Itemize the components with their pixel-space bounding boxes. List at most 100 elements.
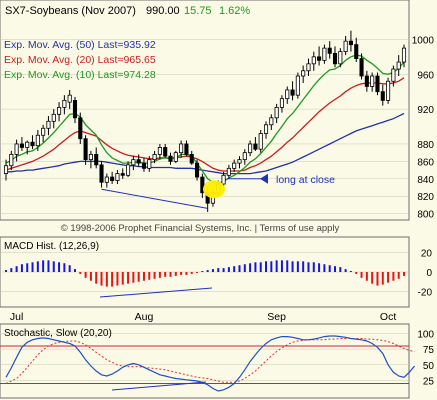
macd-bar (249, 263, 252, 272)
macd-bar (105, 272, 108, 287)
stoch-k-line (5, 335, 416, 392)
macd-bar (132, 272, 135, 283)
macd-bar (73, 269, 76, 272)
candle-body (110, 176, 115, 181)
macd-bar (137, 272, 140, 282)
candle-body (163, 147, 168, 157)
macd-bar (10, 268, 13, 272)
candle-body (83, 138, 88, 161)
candle-body (248, 143, 253, 154)
macd-bar (222, 268, 225, 272)
candle-body (285, 89, 290, 100)
macd-tick-label: 0 (426, 268, 432, 279)
macd-bar (111, 272, 114, 287)
candle-body (232, 162, 237, 169)
macd-bar (201, 271, 204, 272)
candle-body (126, 164, 131, 176)
macd-bar (227, 267, 230, 272)
macd-bar (328, 265, 331, 272)
candle-body (94, 154, 99, 166)
candle-body (14, 143, 19, 155)
macd-bar (31, 262, 34, 272)
candle-body (30, 141, 35, 147)
price-tick-label: 800 (417, 210, 434, 221)
macd-bar (318, 263, 321, 272)
candle-body (274, 106, 279, 119)
candle-body (354, 44, 359, 59)
macd-bar (381, 272, 384, 285)
candle-body (317, 56, 322, 61)
ema50-line (6, 112, 405, 175)
candle-body (301, 70, 306, 77)
x-axis-month-label: Sep (267, 311, 286, 323)
macd-bar (84, 272, 87, 278)
price-divergence-line (101, 188, 208, 209)
macd-bar (397, 272, 400, 279)
stoch-title: Stochastic, Slow (20,20) (4, 328, 112, 339)
candle-body (322, 47, 327, 61)
stoch-tick-label: 75 (423, 345, 435, 356)
macd-bar (169, 272, 172, 277)
macd-bar (323, 264, 326, 272)
macd-bar (47, 260, 50, 272)
price-tick-label: 920 (417, 105, 434, 116)
stoch-tick-label: 25 (423, 376, 435, 387)
price-change-pct: 1.62% (219, 5, 250, 17)
candle-body (221, 174, 226, 185)
candle-body (396, 61, 401, 70)
macd-bar (26, 263, 29, 272)
candle-body (226, 167, 231, 176)
candle-body (184, 143, 189, 155)
price-change: 15.75 (184, 5, 212, 17)
candle-body (147, 159, 152, 169)
macd-bar (265, 261, 268, 272)
price-axis: 800 820 840 860 880 920 960 1000 (412, 35, 435, 220)
macd-axis: -20 0 20 (418, 249, 433, 299)
candle-body (359, 58, 364, 77)
candle-body (99, 164, 104, 183)
macd-bar (275, 260, 278, 272)
candle-body (253, 143, 258, 150)
copyright-notice: © 1998-2006 Prophet Financial Systems, I… (61, 223, 340, 234)
price-tick-label: 860 (417, 157, 434, 168)
macd-bar (185, 272, 188, 275)
candle-body (364, 75, 369, 87)
macd-bar (392, 272, 395, 281)
price-tick-label: 1000 (412, 35, 435, 46)
macd-bar (153, 272, 156, 279)
candle-body (3, 165, 9, 174)
macd-bar (121, 272, 124, 285)
candle-body (136, 159, 141, 164)
macd-bar (158, 272, 161, 278)
candle-body (258, 133, 263, 150)
stoch-divergence-line (111, 381, 207, 391)
ema10-line (5, 54, 405, 184)
candle-body (391, 68, 396, 82)
macd-bar (190, 272, 193, 274)
macd-bar (217, 268, 220, 272)
candle-body (242, 152, 247, 161)
candle-body (269, 117, 274, 126)
macd-bar (116, 272, 119, 286)
candle-body (72, 100, 78, 119)
candle-body (104, 176, 109, 183)
candle-body (237, 159, 242, 164)
candle-body (263, 124, 269, 134)
macd-bar (360, 272, 363, 278)
macd-bar (42, 260, 45, 272)
ema-lines (5, 54, 405, 184)
candle-body (120, 173, 125, 176)
macd-bar (307, 262, 310, 272)
macd-bar (296, 261, 299, 272)
macd-bar (371, 272, 374, 284)
macd-bar (238, 265, 241, 272)
macd-bar (280, 260, 283, 272)
candle-body (62, 100, 67, 108)
macd-bar (95, 272, 98, 284)
candle-body (332, 52, 338, 65)
x-axis-month-label: Jul (10, 311, 23, 323)
macd-bar (403, 272, 405, 276)
chart-title: SX7-Soybeans (Nov 2007) (5, 5, 136, 17)
macd-bar (100, 272, 103, 286)
